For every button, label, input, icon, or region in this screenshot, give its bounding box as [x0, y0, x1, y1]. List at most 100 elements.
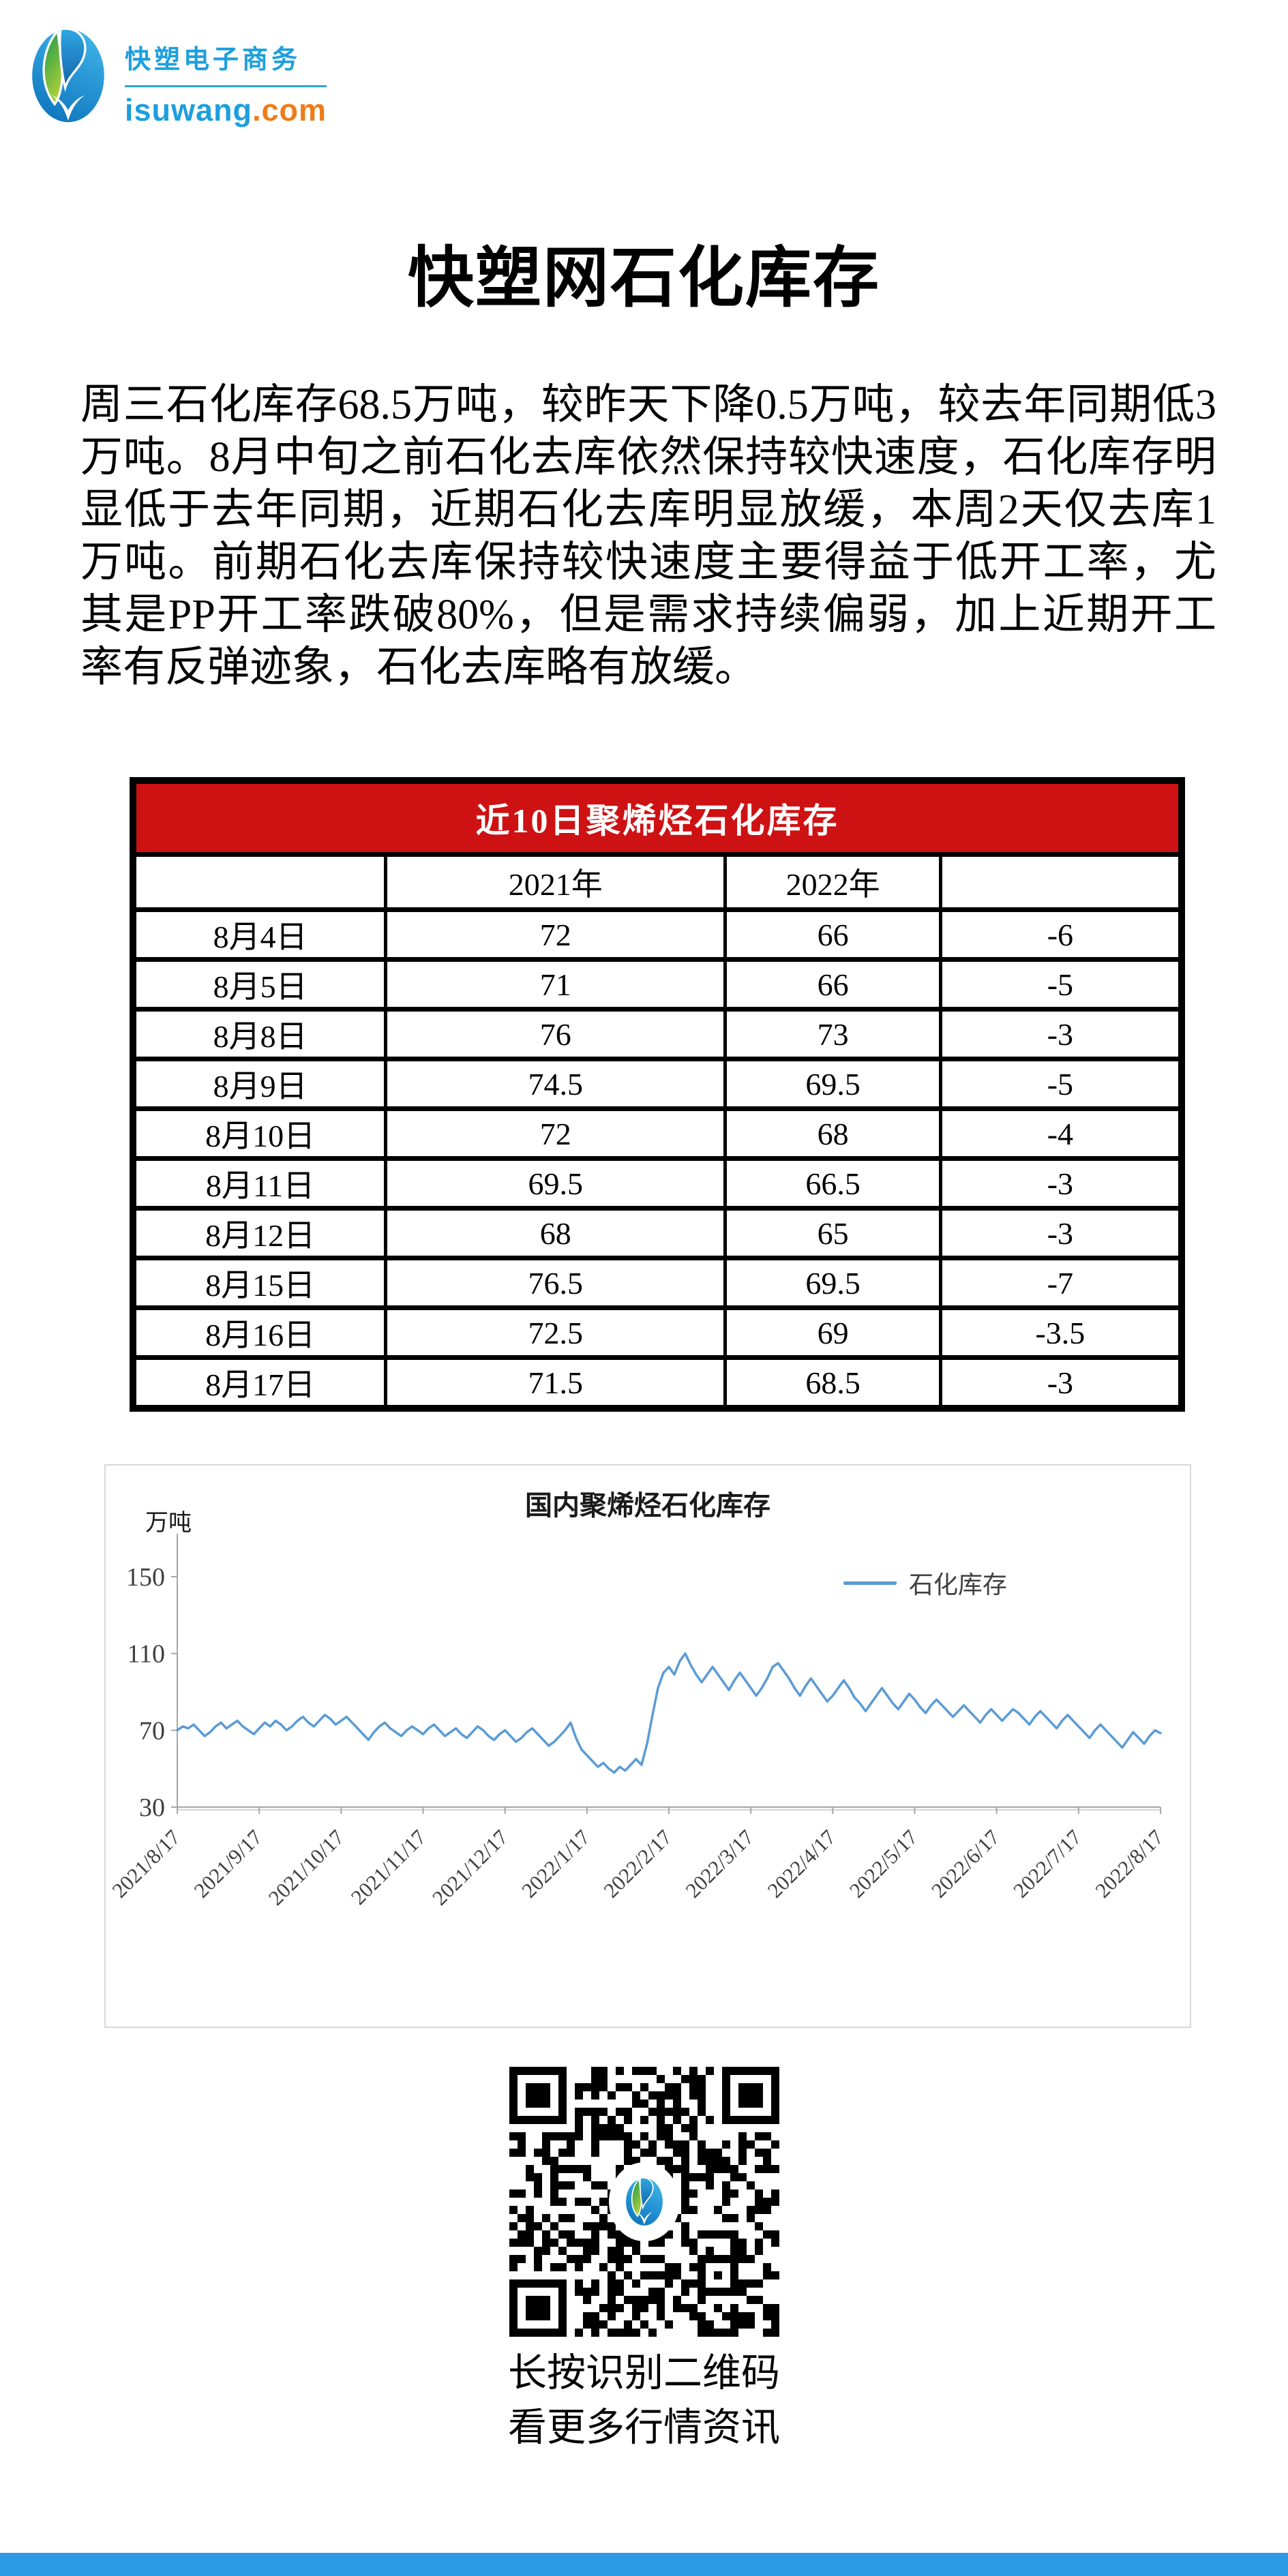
date-cell: 8月17日 — [131, 1355, 388, 1411]
value-cell: -5 — [938, 957, 1184, 1012]
inventory-table-body: 8月4日 72 66 -6 8月5日 71 66 -5 8月8日 76 73 -3 8月9日 74.5 69… — [131, 907, 1184, 1411]
value-cell: 66 — [723, 957, 942, 1012]
value-cell: 76 — [384, 1007, 728, 1061]
brand-name: 快塑电子商务 — [125, 38, 327, 87]
svg-text:2021/11/17: 2021/11/17 — [346, 1825, 431, 1909]
value-cell: 68 — [723, 1106, 942, 1161]
date-cell: 8月15日 — [131, 1256, 388, 1310]
value-cell: -3.5 — [938, 1305, 1184, 1360]
svg-text:70: 70 — [139, 1716, 165, 1745]
legend-line-icon — [843, 1581, 897, 1585]
value-cell: 69.5 — [384, 1156, 728, 1211]
svg-text:2022/5/17: 2022/5/17 — [845, 1825, 923, 1903]
table-header-row: 2021年 2022年 — [131, 852, 1184, 912]
value-cell: 76.5 — [384, 1256, 728, 1310]
svg-text:2022/3/17: 2022/3/17 — [680, 1825, 758, 1903]
table-row: 8月15日 76.5 69.5 -7 — [131, 1256, 1184, 1310]
svg-text:2022/7/17: 2022/7/17 — [1008, 1825, 1086, 1903]
chart-legend: 石化库存 — [843, 1565, 1007, 1601]
qr-pattern — [509, 2067, 779, 2337]
svg-text:2022/6/17: 2022/6/17 — [927, 1825, 1004, 1903]
header-diff — [938, 852, 1184, 912]
table-row: 8月17日 71.5 68.5 -3 — [131, 1355, 1184, 1411]
value-cell: -3 — [938, 1355, 1184, 1411]
value-cell: -3 — [938, 1007, 1184, 1061]
table-row: 8月5日 71 66 -5 — [131, 957, 1184, 1012]
svg-text:2021/10/17: 2021/10/17 — [264, 1825, 349, 1910]
qr-caption-line2: 看更多行情资讯 — [508, 2406, 780, 2449]
value-cell: 73 — [723, 1007, 942, 1061]
value-cell: -7 — [938, 1256, 1184, 1310]
inventory-table: 近10日聚烯烃石化库存 2021年 2022年 8月4日 72 66 -6 8月5日 71… — [130, 777, 1185, 1412]
svg-text:2021/12/17: 2021/12/17 — [428, 1825, 513, 1910]
svg-text:150: 150 — [126, 1563, 165, 1592]
table-row: 8月16日 72.5 69 -3.5 — [131, 1305, 1184, 1360]
table-row: 8月4日 72 66 -6 — [131, 907, 1184, 962]
date-cell: 8月11日 — [131, 1156, 388, 1211]
value-cell: 68.5 — [723, 1355, 942, 1411]
value-cell: -6 — [938, 907, 1184, 962]
brand-domain-main: isuwang — [125, 93, 253, 127]
value-cell: 69 — [723, 1305, 942, 1360]
article-paragraph: 周三石化库存68.5万吨，较昨天下降0.5万吨，较去年同期低3万吨。8月中旬之前… — [80, 382, 1216, 691]
date-cell: 8月16日 — [131, 1305, 388, 1360]
svg-text:2021/8/17: 2021/8/17 — [107, 1825, 185, 1903]
table-row: 8月8日 76 73 -3 — [131, 1007, 1184, 1061]
table-title: 近10日聚烯烃石化库存 — [131, 778, 1184, 857]
value-cell: 69.5 — [723, 1057, 942, 1111]
value-cell: 66 — [723, 907, 942, 962]
svg-text:2022/4/17: 2022/4/17 — [763, 1825, 841, 1903]
date-cell: 8月8日 — [131, 1007, 388, 1061]
date-cell: 8月5日 — [131, 957, 388, 1012]
table-title-row: 近10日聚烯烃石化库存 — [131, 778, 1184, 857]
qr-center-logo — [609, 2162, 680, 2241]
table-row: 8月12日 68 65 -3 — [131, 1206, 1184, 1260]
value-cell: -3 — [938, 1156, 1184, 1211]
qr-logo-leaf-icon — [625, 2172, 663, 2232]
value-cell: -5 — [938, 1057, 1184, 1111]
header-2022: 2022年 — [723, 852, 942, 912]
value-cell: -4 — [938, 1106, 1184, 1161]
value-cell: 72 — [384, 907, 728, 962]
value-cell: 72 — [384, 1106, 728, 1161]
inventory-table-wrap: 近10日聚烯烃石化库存 2021年 2022年 8月4日 72 66 -6 8月5日 71… — [130, 777, 1185, 1412]
value-cell: 68 — [384, 1206, 728, 1260]
value-cell: 71 — [384, 957, 728, 1012]
value-cell: -3 — [938, 1206, 1184, 1260]
value-cell: 65 — [723, 1206, 942, 1260]
bottom-accent-bar — [0, 2553, 1288, 2576]
svg-text:2022/8/17: 2022/8/17 — [1090, 1825, 1168, 1903]
date-cell: 8月10日 — [131, 1106, 388, 1161]
qr-caption-line1: 长按识别二维码 — [508, 2351, 780, 2395]
table-row: 8月9日 74.5 69.5 -5 — [131, 1057, 1184, 1111]
svg-text:110: 110 — [127, 1640, 165, 1669]
value-cell: 69.5 — [723, 1256, 942, 1310]
value-cell: 72.5 — [384, 1305, 728, 1360]
inventory-chart: 150 110 70 30 2021/8/17 2021/9/17 2021/10/17 20… — [104, 1464, 1191, 2028]
brand-domain: isuwang.com — [125, 93, 327, 128]
qr-caption: 长按识别二维码 看更多行情资讯 — [0, 2346, 1288, 2455]
site-logo: 快塑电子商务 isuwang.com — [31, 16, 327, 135]
header-empty — [131, 852, 388, 912]
brand-domain-tld: .com — [252, 93, 327, 127]
svg-text:2022/1/17: 2022/1/17 — [517, 1825, 595, 1903]
svg-text:2021/9/17: 2021/9/17 — [189, 1825, 267, 1903]
date-cell: 8月12日 — [131, 1206, 388, 1260]
date-cell: 8月4日 — [131, 907, 388, 962]
date-cell: 8月9日 — [131, 1057, 388, 1111]
logo-leaf-icon — [31, 16, 106, 135]
svg-text:30: 30 — [139, 1793, 165, 1822]
table-row: 8月10日 72 68 -4 — [131, 1106, 1184, 1161]
y-axis-unit-label: 万吨 — [145, 1510, 192, 1536]
legend-label: 石化库存 — [909, 1571, 1008, 1598]
chart-title: 国内聚烯烃石化库存 — [525, 1491, 770, 1521]
logo-text: 快塑电子商务 isuwang.com — [125, 16, 327, 135]
value-cell: 66.5 — [723, 1156, 942, 1211]
table-row: 8月11日 69.5 66.5 -3 — [131, 1156, 1184, 1211]
value-cell: 74.5 — [384, 1057, 728, 1111]
svg-text:2022/2/17: 2022/2/17 — [599, 1825, 676, 1903]
qr-code — [509, 2067, 779, 2337]
header-2021: 2021年 — [384, 852, 728, 912]
page-title: 快塑网石化库存 — [408, 241, 880, 315]
